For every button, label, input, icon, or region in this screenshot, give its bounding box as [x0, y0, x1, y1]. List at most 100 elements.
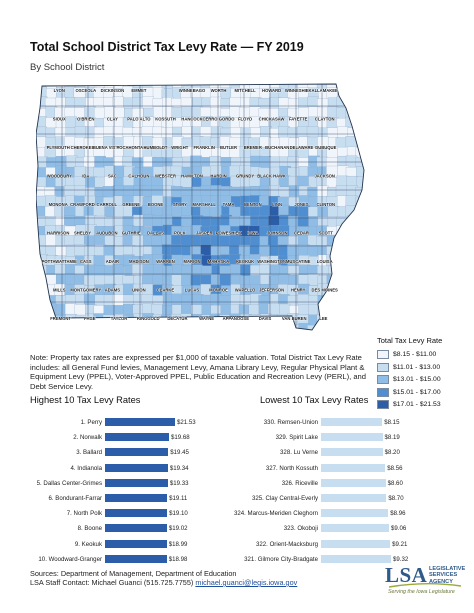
county-label: JASPER	[196, 231, 213, 236]
bar-row: 322. Orient-Macksburg $9.21	[248, 539, 448, 552]
district-cell	[112, 96, 125, 109]
bar-value-label: $18.98	[168, 555, 188, 563]
district-cell	[327, 313, 339, 326]
county-label: CALHOUN	[128, 174, 149, 179]
district-cell	[84, 245, 96, 257]
county-label: OSCEOLA	[75, 88, 96, 93]
district-cell	[132, 235, 144, 247]
district-cell	[45, 234, 58, 247]
district-cell	[259, 244, 271, 257]
district-cell	[171, 274, 183, 287]
county-labels: LYON OSCEOLA DICKINSON EMMET WINNEBAGO WORTH M…	[41, 88, 338, 322]
district-cell	[172, 324, 185, 330]
district-cell	[230, 127, 242, 139]
legend-item: $8.15 - $11.00	[377, 349, 463, 360]
district-cell	[131, 263, 144, 276]
county-label: BUTLER	[220, 145, 237, 150]
county-label: BUENA VISTA	[93, 145, 121, 150]
bar-value-label: $8.56	[387, 464, 403, 472]
district-cell	[355, 255, 364, 267]
bar-value-label: $8.70	[388, 495, 404, 502]
lsa-logo-text: LEGISLATIVE SERVICES AGENCY	[429, 566, 465, 585]
county-label: DECATUR	[167, 316, 187, 321]
county-label: GREENE	[122, 202, 140, 207]
district-cell	[74, 185, 86, 198]
district-cell	[122, 324, 135, 330]
district-cell	[191, 264, 203, 277]
county-label: ADAIR	[106, 259, 119, 264]
bar-row: 7. North Polk $19.10	[30, 509, 230, 521]
district-cell	[94, 324, 107, 330]
bar-value-label: $8.15	[384, 419, 400, 426]
district-cell	[112, 126, 125, 138]
district-cell	[55, 323, 68, 330]
district-cell	[74, 126, 87, 138]
highest-rates-title: Highest 10 Tax Levy Rates	[30, 395, 141, 405]
district-cell	[337, 255, 350, 267]
bar	[321, 509, 389, 518]
bar	[105, 433, 169, 442]
district-cell	[268, 185, 281, 197]
district-cell	[102, 186, 115, 198]
lsa-logo: LSA LEGISLATIVE SERVICES AGENCY Serving …	[385, 563, 465, 595]
district-cell	[356, 275, 364, 287]
district-cell	[356, 118, 364, 130]
bar-value-label: $8.19	[384, 434, 400, 442]
district-cell	[132, 84, 144, 89]
district-cell	[307, 245, 319, 257]
district-cell	[161, 127, 173, 139]
district-cell	[345, 314, 358, 327]
district-cell	[219, 235, 232, 248]
district-cell	[209, 204, 222, 217]
district-cell	[347, 274, 359, 287]
bar-row: 4. Indianola $19.34	[30, 463, 230, 476]
district-cell	[355, 107, 364, 119]
bar-row: 323. Okoboji $9.06	[248, 524, 448, 536]
bar-row: 329. Spirit Lake $8.19	[248, 433, 448, 445]
district-cell	[355, 216, 364, 229]
district-cell	[336, 264, 348, 277]
county-label: KEOKUK	[236, 259, 254, 264]
district-cell	[190, 323, 203, 330]
bar	[105, 463, 168, 472]
county-label: CLAYTON	[315, 117, 335, 122]
county-label: MARION	[184, 259, 201, 264]
district-cell	[114, 324, 126, 330]
legend-label: $11.01 - $13.00	[393, 363, 441, 371]
bar-category-label: 326. Riceville	[281, 479, 318, 487]
county-label: FRANKLIN	[193, 145, 214, 150]
bar-row: 330. Remsen-Union $8.15	[248, 418, 448, 430]
county-label: ADAMS	[105, 288, 121, 293]
county-label: HARRISON	[47, 231, 69, 236]
district-cell	[298, 304, 310, 317]
district-cell	[327, 324, 340, 330]
county-label: CHEROKEE	[71, 145, 95, 150]
county-label: CEDAR	[294, 231, 309, 236]
bar-value-label: $8.60	[387, 479, 403, 487]
county-label: CLINTON	[317, 202, 336, 207]
district-cell	[75, 323, 87, 330]
district-cell	[297, 294, 310, 306]
county-label: WORTH	[211, 88, 227, 93]
bar-row: 2. Norwalk $19.68	[30, 433, 230, 445]
county-label: DALLAS	[147, 231, 164, 236]
county-label: EMMET	[131, 88, 147, 93]
county-label: GUTHRIE	[122, 231, 141, 236]
district-cell	[142, 324, 155, 330]
bar	[321, 539, 391, 548]
bar-row: 324. Marcus-Meriden Cleghorn $8.96	[234, 509, 448, 521]
county-label: MADISON	[129, 259, 149, 264]
district-cell	[112, 185, 125, 197]
county-label: UNION	[132, 288, 146, 293]
bar-value-label: $9.21	[392, 540, 408, 548]
contact-email-link[interactable]: michael.guanci@legis.iowa.gov	[195, 578, 298, 587]
bar-row: 325. Clay Central-Everly $8.70	[248, 494, 448, 506]
bar-category-label: 321. Gilmore City-Bradgate	[244, 555, 318, 563]
county-label: TAYLOR	[111, 316, 128, 321]
county-label: VAN BUREN	[282, 316, 307, 321]
legend-item: $11.01 - $13.00	[377, 362, 463, 373]
county-label: HAMILTON	[181, 174, 203, 179]
bar-value-label: $21.53	[177, 419, 196, 426]
bar-value-label: $19.33	[169, 479, 189, 487]
county-label: APPANOOSE	[223, 316, 250, 321]
